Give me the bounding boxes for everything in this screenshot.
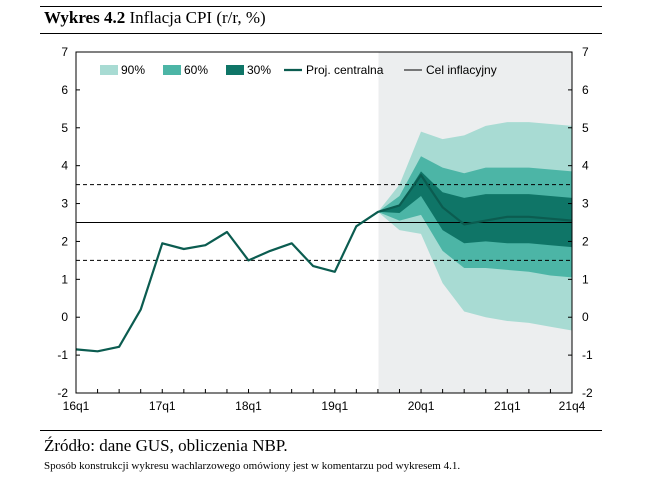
y-tick-label-left: -2 [57,386,68,400]
x-tick-label: 20q1 [408,399,435,413]
method-note: Sposób konstrukcji wykresu wachlarzowego… [44,460,461,472]
bottom-rule [40,430,602,431]
x-tick-label: 21q4 [559,399,586,413]
x-tick-label: 16q1 [63,399,90,413]
legend-label-1: 60% [184,63,208,77]
plot-frame [75,51,573,394]
chart: -2 -2 -1 -1 0 0 1 1 2 2 3 3 4 4 5 5 6 6 7 7 16q1 17q1 18q1 19q1… [57,45,593,413]
fan-band-30 [377,171,572,248]
top-rule [40,6,602,7]
y-tick-label-left: 0 [61,310,68,324]
y-tick-label-left: -1 [57,348,68,362]
legend-label-4: Cel inflacyjny [426,63,497,77]
x-tick-label: 17q1 [149,399,176,413]
figure-number: Wykres 4.2 [44,8,126,27]
y-tick-label-left: 1 [61,272,68,286]
y-tick-label-left: 5 [61,121,68,135]
y-tick-label-left: 3 [61,197,68,211]
legend-label-2: 30% [247,63,271,77]
y-tick-label-right: 6 [582,83,589,97]
legend-swatch-1 [163,65,181,75]
y-tick-label-right: -2 [582,386,593,400]
y-tick-label-right: 5 [582,121,589,135]
y-tick-label-left: 6 [61,83,68,97]
y-tick-label-right: 7 [582,45,589,59]
x-tick-label: 18q1 [235,399,262,413]
central-projection-line [75,174,573,353]
y-tick-label-right: 2 [582,234,589,248]
legend-label-3: Proj. centralna [306,63,384,77]
figure-caption: Wykres 4.2 Inflacja CPI (r/r, %) [44,8,266,28]
y-tick-label-left: 2 [61,234,68,248]
x-tick-label: 21q1 [494,399,521,413]
legend-swatch-0 [100,65,118,75]
x-tick-label: 19q1 [321,399,348,413]
y-tick-label-left: 4 [61,159,68,173]
y-tick-label-right: 0 [582,310,589,324]
y-tick-label-right: 1 [582,272,589,286]
legend-swatch-2 [226,65,244,75]
caption-rule [40,33,602,34]
y-tick-label-right: -1 [582,348,593,362]
legend-label-0: 90% [121,63,145,77]
source-note: Źródło: dane GUS, obliczenia NBP. [44,436,288,455]
y-tick-label-right: 3 [582,197,589,211]
y-tick-label-right: 4 [582,159,589,173]
figure-title: Inflacja CPI (r/r, %) [129,8,266,27]
y-tick-label-left: 7 [61,45,68,59]
